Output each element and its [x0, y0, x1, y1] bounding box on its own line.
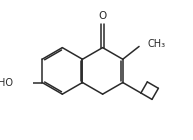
Text: O: O	[98, 11, 107, 21]
Text: CH₃: CH₃	[148, 39, 166, 49]
Text: HO: HO	[0, 78, 13, 88]
